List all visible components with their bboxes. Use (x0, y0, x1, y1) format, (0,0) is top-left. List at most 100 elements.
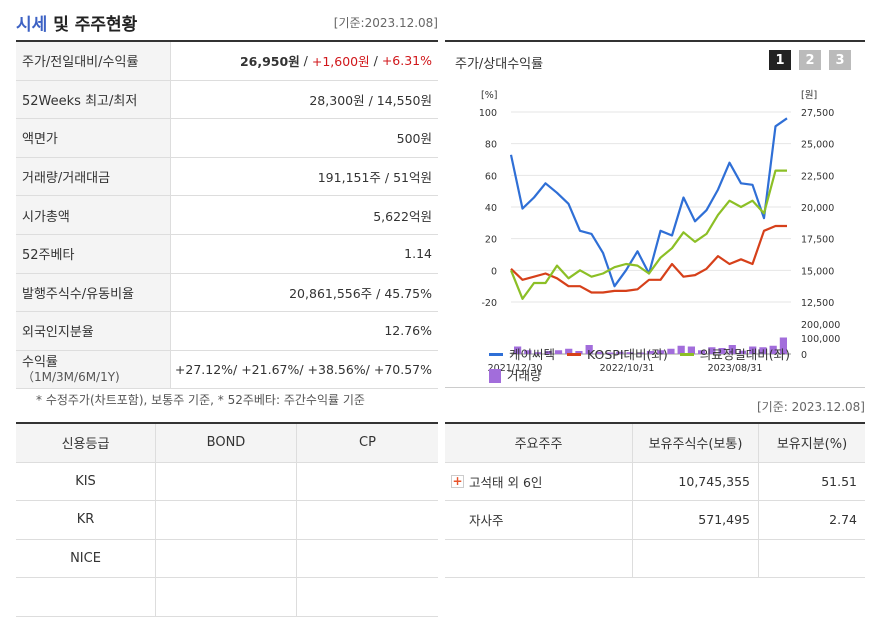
volume-bar (524, 350, 532, 354)
summary-row-shares: 발행주식수/유동비율 20,861,556주 / 45.75% (16, 273, 438, 313)
volume-bar (687, 346, 695, 354)
legend-item: KOSPI대비(좌) (567, 344, 668, 365)
quote-summary-table: 주가/전일대비/수익률 26,950원 / +1,600원 / +6.31% 5… (16, 40, 438, 390)
column-header: BOND (156, 424, 297, 462)
column-header: 주요주주 (445, 424, 633, 462)
summary-value: 191,151주 / 51억원 (317, 170, 432, 186)
expand-plus-icon[interactable]: + (451, 474, 464, 489)
footnote: * 수정주가(차트포함), 보통주 기준, * 52주베타: 주간수익률 기준 (36, 393, 365, 407)
x-tick-label: 2022/10/31 (600, 363, 655, 374)
title-rest: 및 주주현황 (47, 15, 138, 35)
volume-bar (565, 348, 573, 354)
shares-cell (633, 539, 759, 577)
price-chart-panel: 주가/상대수익률 1 2 3 [%] [원] 100 80 60 40 20 0 -20 27,5… (445, 40, 865, 388)
right-tick-label: 22,500 (801, 171, 834, 182)
summary-value: +27.12%/ +21.67%/ +38.56%/ +70.57% (174, 362, 432, 378)
cp-cell (297, 501, 438, 539)
volume-bar (759, 347, 767, 354)
right-tick-label: 15,000 (801, 266, 834, 277)
returns-sublabel: （1M/3M/6M/1Y) (22, 369, 120, 384)
legend-line-swatch (489, 353, 503, 356)
table-row: KR (16, 501, 438, 540)
summary-label: 수익률 （1M/3M/6M/1Y) (16, 350, 171, 389)
chart-legend: 케이씨텍 KOSPI대비(좌) 의료정밀대비(좌) 거래량 (489, 341, 859, 389)
volume-bar (646, 351, 655, 354)
separator: / (369, 53, 382, 69)
summary-row-volume: 거래량/거래대금 191,151주 / 51억원 (16, 157, 438, 197)
volume-bar (728, 345, 736, 354)
pct-cell: 51.51 (821, 473, 857, 489)
bond-cell (156, 501, 297, 539)
summary-value: 500원 (396, 131, 432, 147)
volume-bar (626, 352, 634, 354)
volume-bar (585, 345, 593, 354)
summary-label: 외국인지분율 (16, 312, 171, 350)
legend-item: 거래량 (489, 365, 542, 386)
volume-bar (708, 347, 716, 354)
left-axis-unit: [%] (481, 90, 497, 101)
holder-name: 고석태 외 6인 (469, 474, 543, 490)
volume-bar (534, 352, 542, 354)
chart-title: 주가/상대수익률 (455, 57, 544, 72)
volume-bar (544, 351, 552, 354)
pct-cell: 2.74 (829, 512, 857, 528)
legend-label: 의료정밀대비(좌) (699, 347, 791, 362)
summary-value: 1.14 (404, 246, 432, 262)
section-title: 시세 및 주주현황 (16, 10, 137, 35)
right-axis-unit: [원] (801, 90, 817, 101)
right-tick-label: 20,000 (801, 203, 834, 214)
legend-label: 케이씨텍 (509, 347, 556, 362)
chart-page-2-button[interactable]: 2 (799, 50, 821, 70)
chart-page-3-button[interactable]: 3 (829, 50, 851, 70)
column-header: CP (297, 424, 438, 462)
section-header: 시세 및 주주현황 [기준:2023.12.08] (16, 8, 438, 38)
summary-row-market-cap: 시가총액 5,622억원 (16, 196, 438, 235)
shares-cell: 10,745,355 (633, 462, 759, 500)
holder-name-cell: + 고석태 외 6인 (445, 462, 633, 500)
summary-label: 거래량/거래대금 (16, 157, 171, 196)
volume-bar (657, 350, 665, 354)
legend-item: 케이씨텍 (489, 344, 555, 365)
agency-cell: KIS (16, 462, 156, 500)
returns-label: 수익률 (22, 354, 58, 370)
holder-name: 자사주 (469, 513, 504, 529)
summary-value: 5,622억원 (373, 208, 432, 224)
table-row (16, 578, 438, 617)
legend-box-swatch (489, 368, 501, 383)
cp-cell (297, 578, 438, 616)
chart-base-date: [기준: 2023.12.08] (756, 400, 865, 414)
volume-bar (595, 351, 603, 354)
legend-label: KOSPI대비(좌) (587, 347, 668, 362)
left-tick-label: 20 (485, 235, 497, 246)
bond-cell (156, 539, 297, 577)
summary-value: 12.76% (384, 323, 432, 339)
holders-header-row: 주요주주 보유주식수(보통) 보유지분(%) (445, 424, 865, 463)
price-change: +1,600원 (311, 54, 370, 70)
volume-bar (667, 348, 675, 354)
volume-tick-label: 0 (801, 350, 807, 361)
summary-label: 주가/전일대비/수익률 (16, 42, 171, 80)
volume-bar (606, 352, 614, 354)
volume-bar (636, 352, 644, 354)
separator: / (299, 53, 312, 69)
agency-cell (16, 578, 156, 616)
table-row: + 고석태 외 6인 10,745,355 51.51 (445, 462, 865, 501)
table-row: KIS (16, 462, 438, 501)
bond-cell (156, 578, 297, 616)
cp-cell (297, 540, 438, 578)
chart-page-1-button[interactable]: 1 (769, 50, 791, 70)
column-header: 보유주식수(보통) (633, 424, 759, 462)
right-tick-label: 25,000 (801, 140, 834, 151)
left-tick-label: 0 (491, 266, 497, 277)
x-tick-label: 2021/12/30 (488, 363, 543, 374)
bond-cell (156, 462, 297, 500)
summary-row-returns: 수익률 （1M/3M/6M/1Y) +27.12%/ +21.67%/ +38.… (16, 350, 438, 390)
volume-bar (514, 346, 522, 354)
column-header: 신용등급 (16, 424, 156, 462)
left-tick-label: 80 (485, 140, 497, 151)
summary-row-par-value: 액면가 500원 (16, 119, 438, 158)
cp-cell (297, 463, 438, 501)
left-tick-label: 60 (485, 171, 497, 182)
summary-label: 액면가 (16, 119, 171, 157)
left-tick-label: 100 (479, 108, 497, 119)
